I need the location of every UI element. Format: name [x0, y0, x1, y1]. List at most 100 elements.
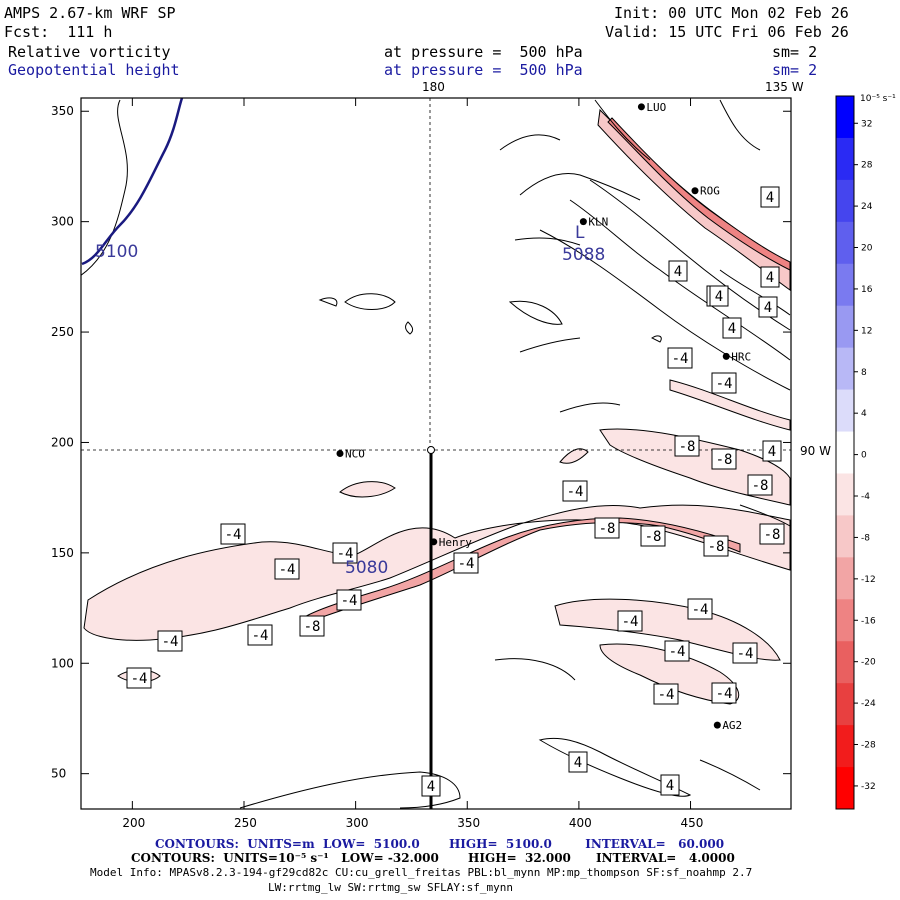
contour-label: -4 [252, 628, 269, 644]
contour-label-box [653, 683, 679, 705]
y-tick-label: 100 [51, 656, 74, 670]
station-label: Henry [439, 536, 472, 549]
level-geopotential: at pressure = 500 hPa [384, 61, 583, 79]
contour-label-box [336, 589, 362, 611]
contour-label-box [421, 775, 441, 797]
colorbar-tick-label: 20 [861, 244, 873, 254]
contour-label-box [562, 480, 588, 502]
contour-label-box [274, 558, 300, 580]
colorbar-tick-label: -16 [861, 616, 876, 626]
y-axis: 50 100 150 200 250 300 350 [51, 104, 791, 781]
vorticity-lobe-southeast-1 [554, 598, 781, 661]
colorbar-swatch [836, 683, 854, 726]
contour-label: -4 [622, 614, 639, 630]
colorbar-swatch [836, 473, 854, 516]
contour-label: -4 [225, 527, 242, 543]
height-label-5080: 5080 [345, 558, 388, 578]
forecast-hour: Fcst: 111 h [4, 23, 113, 41]
colorbar-tick-label: 0 [861, 451, 867, 461]
colorbar-tick-label: 24 [861, 202, 873, 212]
x-tick-label: 300 [346, 816, 369, 830]
colorbar-tick-label: -28 [861, 741, 876, 751]
colorbar-tick-label: -24 [861, 699, 876, 709]
colorbar-unit: 10⁻⁵ s⁻¹ [860, 94, 896, 104]
vorticity-band-core [299, 517, 741, 626]
colorbar-swatch [836, 347, 854, 391]
contour-label-box [247, 624, 273, 646]
colorbar: 32 28 24 20 16 12 8 4 0 -4 -8 -12 -16 -20 -24 -28 -32 [835, 95, 876, 810]
contour-label: -4 [279, 562, 296, 578]
stations: LUO ROG KLN HRC NCO Henry AG2 [336, 101, 751, 732]
station-label: HRC [731, 350, 751, 363]
colorbar-swatch [836, 557, 854, 600]
contour-label: -4 [162, 634, 179, 650]
contour-label: -8 [752, 478, 769, 494]
station-label: KLN [588, 216, 608, 229]
y-tick-label: 200 [51, 435, 74, 449]
contour-label: -4 [567, 484, 584, 500]
contour-label: -8 [764, 527, 781, 543]
contour-label-box [157, 630, 183, 652]
colorbar-swatch [836, 515, 854, 558]
contour-label-box [709, 285, 729, 307]
contour-label-box [760, 186, 780, 208]
colorbar-tick-label: -12 [861, 575, 876, 585]
footer-model-info: Model Info: MPASv8.2.3-194-gf29cd82c CU:… [90, 866, 753, 879]
contour-label: 4 [715, 289, 723, 305]
colorbar-tick-label: -20 [861, 658, 876, 668]
contour-label: 4 [574, 755, 582, 771]
station-marker [579, 218, 587, 226]
vorticity-patch-central [339, 481, 396, 498]
positive-contours [81, 99, 791, 809]
contour-label: -4 [692, 602, 709, 618]
contour-label-box [668, 260, 688, 282]
colorbar-swatch [836, 599, 854, 642]
colorbar-tick-label: -32 [861, 782, 876, 792]
contour-label-box [568, 751, 588, 773]
contour-label: -8 [716, 452, 733, 468]
contour-label: -4 [672, 351, 689, 367]
level-vorticity: at pressure = 500 hPa [384, 43, 583, 61]
contour-label: 4 [764, 300, 772, 316]
contour-label-box [687, 598, 713, 620]
station-label: NCO [345, 448, 365, 461]
contour-label-box [703, 535, 729, 557]
contour-label: -8 [645, 529, 662, 545]
contour-label-box [453, 552, 479, 574]
contour-label: -4 [658, 687, 675, 703]
contour-label: -4 [669, 644, 686, 660]
contour-label: -8 [679, 439, 696, 455]
contour-label-box [711, 448, 737, 470]
colorbar-swatch [836, 431, 854, 474]
x-tick-label: 350 [457, 816, 480, 830]
contour-label-box [640, 525, 666, 547]
station-marker [691, 187, 699, 195]
colorbar-tick-label: -8 [861, 533, 870, 543]
colorbar-swatch [836, 221, 854, 265]
height-label-5088: 5088 [562, 245, 605, 265]
vorticity-patch-central-2 [559, 448, 589, 464]
y-tick-label: 150 [51, 546, 74, 560]
vorticity-band-north-strip [669, 379, 791, 431]
station-marker [637, 103, 645, 111]
height-label-5100: 5100 [95, 242, 138, 262]
contour-label: 4 [674, 264, 682, 280]
contour-label-box [664, 640, 690, 662]
contour-label: -4 [341, 593, 358, 609]
x-tick-label: 200 [122, 816, 145, 830]
colorbar-tick-label: 8 [861, 368, 867, 378]
station-label: AG2 [722, 719, 742, 732]
lon-label-90w: 90 W [800, 444, 831, 458]
contour-label: 4 [728, 321, 736, 337]
colorbar-swatch [836, 305, 854, 349]
contour-label: -4 [737, 646, 754, 662]
colorbar-swatch [836, 179, 854, 223]
contour-label-box [711, 372, 737, 394]
footer-contours-vorticity: CONTOURS: UNITS=10⁻⁵ s⁻¹ LOW= -32.000 HI… [131, 851, 735, 865]
contour-label-box [711, 682, 737, 704]
contour-label: 4 [766, 190, 774, 206]
y-tick-label: 250 [51, 325, 74, 339]
colorbar-tick-label: 16 [861, 285, 873, 295]
colorbar-swatch [836, 641, 854, 684]
contour-label-box [747, 474, 773, 496]
